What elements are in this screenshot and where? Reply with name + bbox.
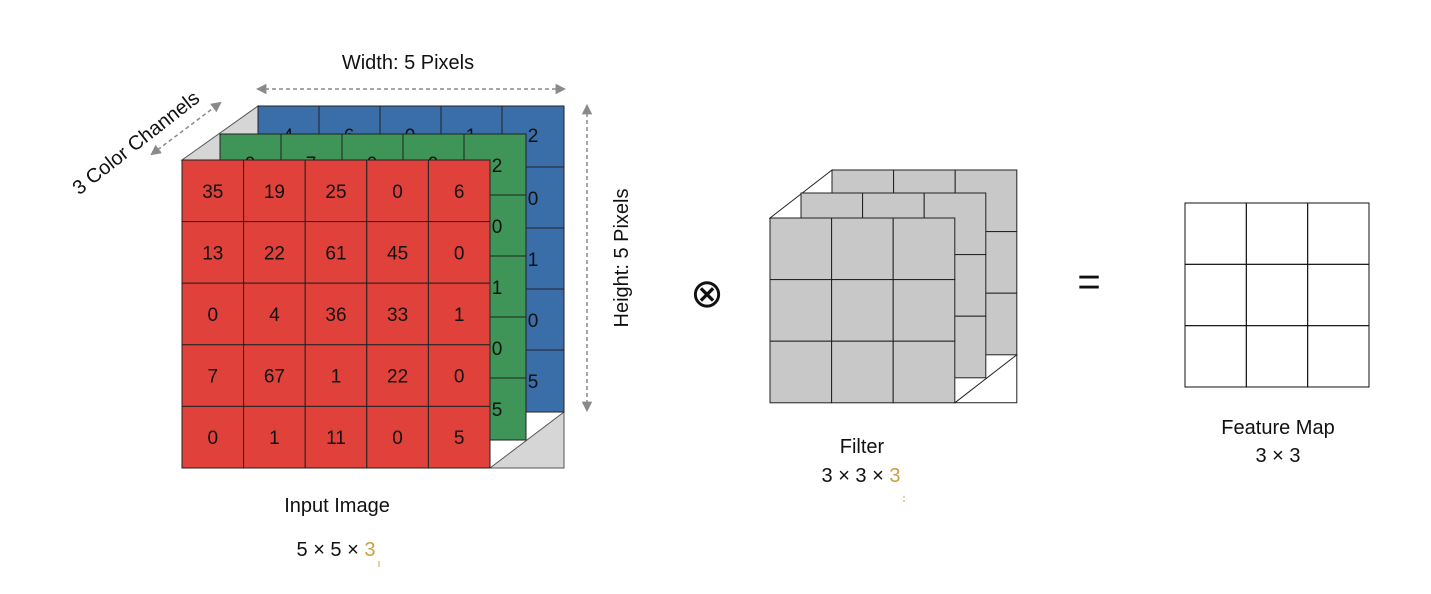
green-right-value: 1	[492, 278, 503, 299]
filter-cell	[892, 279, 956, 342]
green-right-value: 2	[492, 156, 503, 177]
blue-right-value: 2	[528, 126, 539, 147]
red-cell	[304, 221, 368, 284]
filter-dims-highlight: 3	[889, 465, 900, 487]
red-cell-value: 1	[269, 428, 280, 449]
filter-cell	[892, 340, 956, 404]
feature-map-cell	[1245, 263, 1309, 327]
red-cell	[427, 344, 491, 407]
filter-cube	[768, 168, 1018, 404]
feature-map-cell	[1245, 202, 1309, 265]
red-cell	[366, 282, 429, 346]
feature-map-cell	[1307, 325, 1370, 388]
red-cell	[304, 344, 368, 407]
red-channel-layer: 35 19 25 0 613 22 61 45 00 4 36 33 17 67 1 22 00 1 11 0 5	[181, 159, 491, 469]
filter-cell	[769, 279, 833, 342]
red-cell	[304, 282, 368, 346]
green-layer-grid	[280, 134, 526, 379]
filter-cell	[769, 340, 833, 404]
input-dims-prefix: 5 × 5 ×	[297, 539, 365, 561]
blue-right-value: 0	[528, 189, 539, 210]
red-cell-value: 67	[264, 367, 285, 388]
filter-bottom-bevel	[953, 353, 1018, 404]
red-cell-value: 19	[264, 182, 285, 203]
channels-arrow	[150, 101, 222, 156]
red-cell	[181, 282, 245, 346]
filter-dims-prefix: 3 × 3 ×	[822, 465, 890, 487]
feature-map-dims: 3 × 3	[1255, 445, 1300, 467]
blue-right-value: 0	[528, 311, 539, 332]
red-cell	[427, 405, 491, 469]
feature-map-cell	[1307, 202, 1370, 265]
red-cell-value: 22	[387, 367, 408, 388]
red-cell-value: 6	[454, 182, 465, 203]
red-cell-value: 33	[387, 305, 408, 326]
feature-map-grid	[1184, 202, 1370, 388]
convolution-operator: ⊗	[690, 272, 724, 316]
blue-right-value: 1	[528, 250, 539, 271]
width-label: Width: 5 Pixels	[342, 52, 474, 74]
green-right-value: 0	[492, 339, 503, 360]
input-bottom-bevel	[488, 410, 565, 469]
blue-right-value: 5	[528, 372, 539, 393]
red-cell-value: 5	[454, 428, 465, 449]
equals-sign: =	[1077, 260, 1100, 304]
red-cell-value: 35	[202, 182, 223, 203]
filter-cell	[831, 279, 894, 342]
filter-cell	[769, 217, 833, 281]
green-right-value: 0	[492, 217, 503, 238]
red-cell-value: 45	[387, 243, 408, 264]
red-cell-value: 0	[392, 182, 403, 203]
red-cell	[304, 405, 368, 469]
feature-map-cell	[1184, 325, 1247, 388]
red-cell-value: 22	[264, 243, 285, 264]
red-cell-value: 1	[454, 305, 465, 326]
feature-map-cell	[1307, 263, 1370, 327]
input-dims-highlight: 3	[364, 539, 375, 561]
height-label: Height: 5 Pixels	[611, 189, 633, 328]
green-right-value: 5	[492, 400, 503, 421]
red-cell	[243, 282, 306, 346]
red-cell	[243, 344, 306, 407]
red-cell-value: 7	[208, 367, 219, 388]
red-cell	[181, 221, 245, 284]
red-cell-value: 1	[331, 367, 342, 388]
red-cell-value: 0	[392, 428, 403, 449]
filter-cell	[831, 340, 894, 404]
filter-cell	[831, 217, 894, 281]
input-volume: 4 6 0 1 2 0 1 0 5 0 7 0	[180, 105, 565, 469]
red-cell	[366, 344, 429, 407]
red-cell	[366, 221, 429, 284]
red-cell-value: 25	[325, 182, 346, 203]
red-cell	[427, 282, 491, 346]
red-cell-value: 0	[454, 367, 465, 388]
red-cell-value: 61	[325, 243, 346, 264]
input-caption: Input Image	[284, 495, 390, 517]
red-cell-value: 0	[208, 428, 219, 449]
feature-map-cell	[1245, 325, 1309, 388]
red-cell	[427, 221, 491, 284]
red-cell-value: 13	[202, 243, 223, 264]
red-cell-value: 4	[269, 305, 280, 326]
red-cell-value: 0	[454, 243, 465, 264]
red-cell	[243, 405, 306, 469]
red-cell	[243, 159, 306, 223]
red-cell	[366, 159, 429, 223]
filter-cell	[892, 217, 956, 281]
feature-map-cell	[1184, 202, 1247, 265]
red-cell-value: 11	[326, 428, 346, 449]
red-cell	[181, 405, 245, 469]
filter-caption: Filter	[840, 436, 885, 458]
input-dims: 5 × 5 × 3	[297, 539, 376, 561]
red-cell-value: 0	[208, 305, 219, 326]
red-cell-value: 36	[325, 305, 346, 326]
feature-map-cell	[1184, 263, 1247, 327]
feature-map-caption: Feature Map	[1221, 417, 1334, 439]
red-cell	[427, 159, 491, 223]
filter-dims: 3 × 3 × 3	[822, 465, 901, 487]
